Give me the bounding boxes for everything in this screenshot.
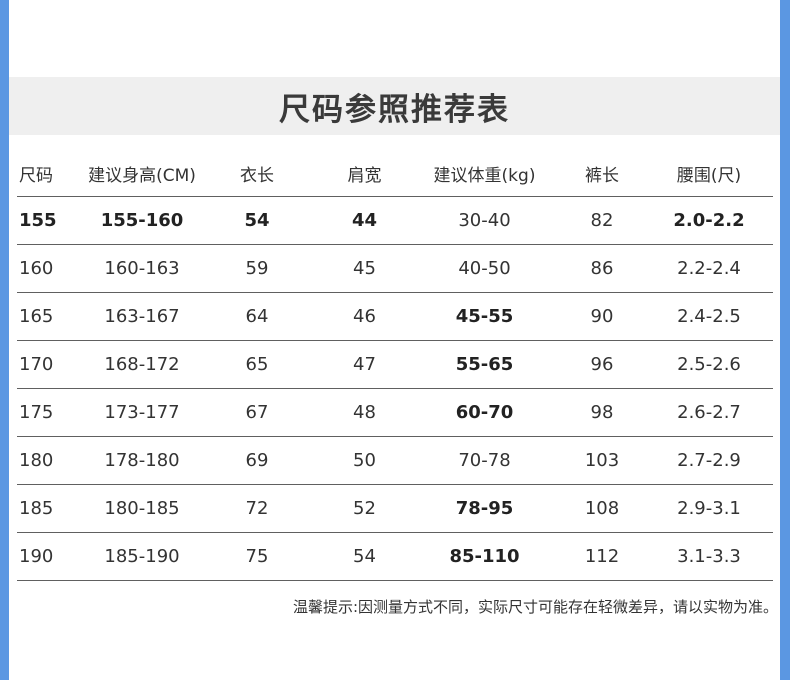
cell-height: 178-180	[104, 450, 180, 471]
cell-size: 175	[19, 402, 54, 423]
cell-height: 155-160	[100, 210, 184, 231]
cell-pants-length: 112	[584, 546, 620, 567]
cell-waist: 2.7-2.9	[677, 450, 741, 471]
cell-length: 69	[245, 450, 269, 471]
table-row: 160 160-163 59 45 40-50 86 2.2-2.4	[17, 245, 773, 293]
cell-length: 59	[245, 258, 269, 279]
cell-height: 168-172	[104, 354, 180, 375]
header-pants-length: 裤长	[585, 165, 619, 186]
header-waist: 腰围(尺)	[676, 165, 742, 186]
cell-pants-length: 103	[584, 450, 620, 471]
cell-height: 185-190	[104, 546, 180, 567]
cell-size: 165	[19, 306, 54, 327]
cell-size: 180	[19, 450, 54, 471]
size-table: 尺码 建议身高(CM) 衣长 肩宽 建议体重(kg) 裤长 腰围(尺) 155 1…	[17, 150, 773, 581]
header-weight: 建议体重(kg)	[433, 165, 536, 186]
cell-length: 72	[245, 498, 269, 519]
cell-height: 160-163	[104, 258, 180, 279]
cell-weight: 85-110	[449, 546, 520, 567]
measurement-note: 温馨提示:因测量方式不同，实际尺寸可能存在轻微差异，请以实物为准。	[292, 598, 778, 616]
header-shoulder: 肩宽	[347, 165, 382, 186]
cell-waist: 2.4-2.5	[677, 306, 741, 327]
cell-length: 54	[244, 210, 270, 231]
cell-weight: 40-50	[458, 258, 511, 279]
cell-size: 160	[19, 258, 54, 279]
right-blue-border	[780, 0, 790, 680]
cell-size: 190	[19, 546, 54, 567]
cell-pants-length: 82	[590, 210, 614, 231]
cell-length: 64	[245, 306, 269, 327]
table-row: 190 185-190 75 54 85-110 112 3.1-3.3	[17, 533, 773, 581]
cell-height: 163-167	[104, 306, 180, 327]
header-length: 衣长	[240, 165, 274, 186]
table-row: 175 173-177 67 48 60-70 98 2.6-2.7	[17, 389, 773, 437]
cell-size: 170	[19, 354, 54, 375]
cell-length: 75	[245, 546, 269, 567]
cell-waist: 2.0-2.2	[673, 210, 745, 231]
cell-weight: 30-40	[458, 210, 511, 231]
cell-size: 185	[19, 498, 54, 519]
cell-pants-length: 98	[590, 402, 614, 423]
cell-waist: 2.9-3.1	[677, 498, 741, 519]
cell-height: 173-177	[104, 402, 180, 423]
cell-shoulder: 47	[353, 354, 376, 375]
cell-weight: 78-95	[455, 498, 514, 519]
cell-shoulder: 44	[351, 210, 378, 231]
cell-height: 180-185	[104, 498, 180, 519]
cell-shoulder: 52	[353, 498, 376, 519]
cell-size: 155	[19, 210, 57, 231]
cell-shoulder: 54	[353, 546, 376, 567]
table-row: 185 180-185 72 52 78-95 108 2.9-3.1	[17, 485, 773, 533]
cell-pants-length: 86	[590, 258, 614, 279]
header-size: 尺码	[19, 165, 53, 186]
table-row: 155 155-160 54 44 30-40 82 2.0-2.2	[17, 197, 773, 245]
cell-shoulder: 45	[353, 258, 376, 279]
cell-length: 65	[245, 354, 269, 375]
cell-pants-length: 96	[590, 354, 614, 375]
cell-shoulder: 50	[353, 450, 376, 471]
title-band: 尺码参照推荐表	[9, 77, 780, 135]
table-row: 180 178-180 69 50 70-78 103 2.7-2.9	[17, 437, 773, 485]
cell-shoulder: 46	[353, 306, 376, 327]
cell-pants-length: 90	[590, 306, 614, 327]
cell-pants-length: 108	[584, 498, 620, 519]
cell-waist: 2.5-2.6	[677, 354, 741, 375]
cell-length: 67	[245, 402, 269, 423]
cell-waist: 3.1-3.3	[677, 546, 741, 567]
cell-weight: 55-65	[455, 354, 514, 375]
cell-weight: 45-55	[455, 306, 514, 327]
table-row: 170 168-172 65 47 55-65 96 2.5-2.6	[17, 341, 773, 389]
cell-waist: 2.6-2.7	[677, 402, 741, 423]
table-row: 165 163-167 64 46 45-55 90 2.4-2.5	[17, 293, 773, 341]
cell-weight: 70-78	[458, 450, 511, 471]
cell-weight: 60-70	[455, 402, 514, 423]
header-height: 建议身高(CM)	[88, 165, 196, 186]
left-blue-border	[0, 0, 9, 680]
cell-shoulder: 48	[353, 402, 376, 423]
table-header-row: 尺码 建议身高(CM) 衣长 肩宽 建议体重(kg) 裤长 腰围(尺)	[17, 150, 773, 197]
cell-waist: 2.2-2.4	[677, 258, 741, 279]
page-title: 尺码参照推荐表	[279, 91, 510, 128]
